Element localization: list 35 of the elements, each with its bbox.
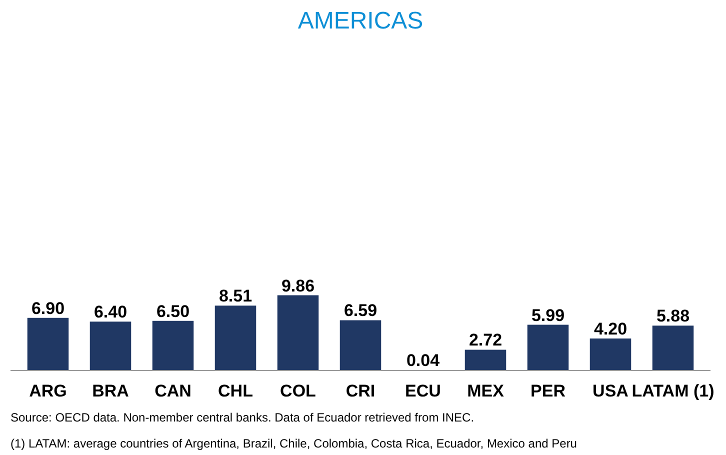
- bar: [527, 324, 569, 370]
- x-tick-label: CAN: [154, 382, 192, 400]
- data-label: 6.59: [344, 301, 378, 320]
- bar: [652, 326, 694, 370]
- bar: [340, 320, 382, 370]
- bar: [27, 318, 69, 370]
- x-tick-label: MEX: [467, 382, 505, 400]
- bar: [90, 322, 132, 370]
- x-tick-label: COL: [280, 382, 316, 400]
- bar: [464, 350, 506, 370]
- x-tick-label: PER: [530, 382, 566, 400]
- x-tick-label: LATAM (1): [632, 382, 714, 400]
- bar: [152, 320, 194, 370]
- data-label: 6.90: [31, 298, 65, 318]
- x-tick-label: ECU: [405, 382, 441, 400]
- source-note: Source: OECD data. Non-member central banks. Data of Ecuador retrieved from INEC.: [10, 410, 474, 424]
- data-label: 5.99: [531, 306, 565, 325]
- x-tick-label: CRI: [346, 382, 376, 400]
- data-label: 5.88: [656, 306, 690, 326]
- x-tick-label: BRA: [92, 382, 129, 400]
- chart-title: AMERICAS: [298, 8, 424, 34]
- text: (1) LATAM: average countries of Argentina, Brazil, Chile, Colombia, Costa Rica, Ecuador, Mexico and Peru: [10, 436, 577, 450]
- bar: [214, 306, 256, 370]
- bar: [277, 295, 319, 370]
- data-label: 2.72: [468, 330, 502, 350]
- data-label: 6.50: [156, 302, 190, 321]
- data-label: 6.40: [94, 302, 128, 322]
- data-label: 4.20: [594, 319, 628, 338]
- x-tick-label: USA: [592, 382, 628, 400]
- x-tick-label: ARG: [29, 382, 67, 400]
- data-label: 9.86: [281, 276, 315, 296]
- data-label: 8.51: [218, 286, 252, 306]
- x-tick-label: CHL: [218, 382, 253, 400]
- bar: [590, 338, 632, 370]
- data-label: 0.04: [406, 351, 440, 370]
